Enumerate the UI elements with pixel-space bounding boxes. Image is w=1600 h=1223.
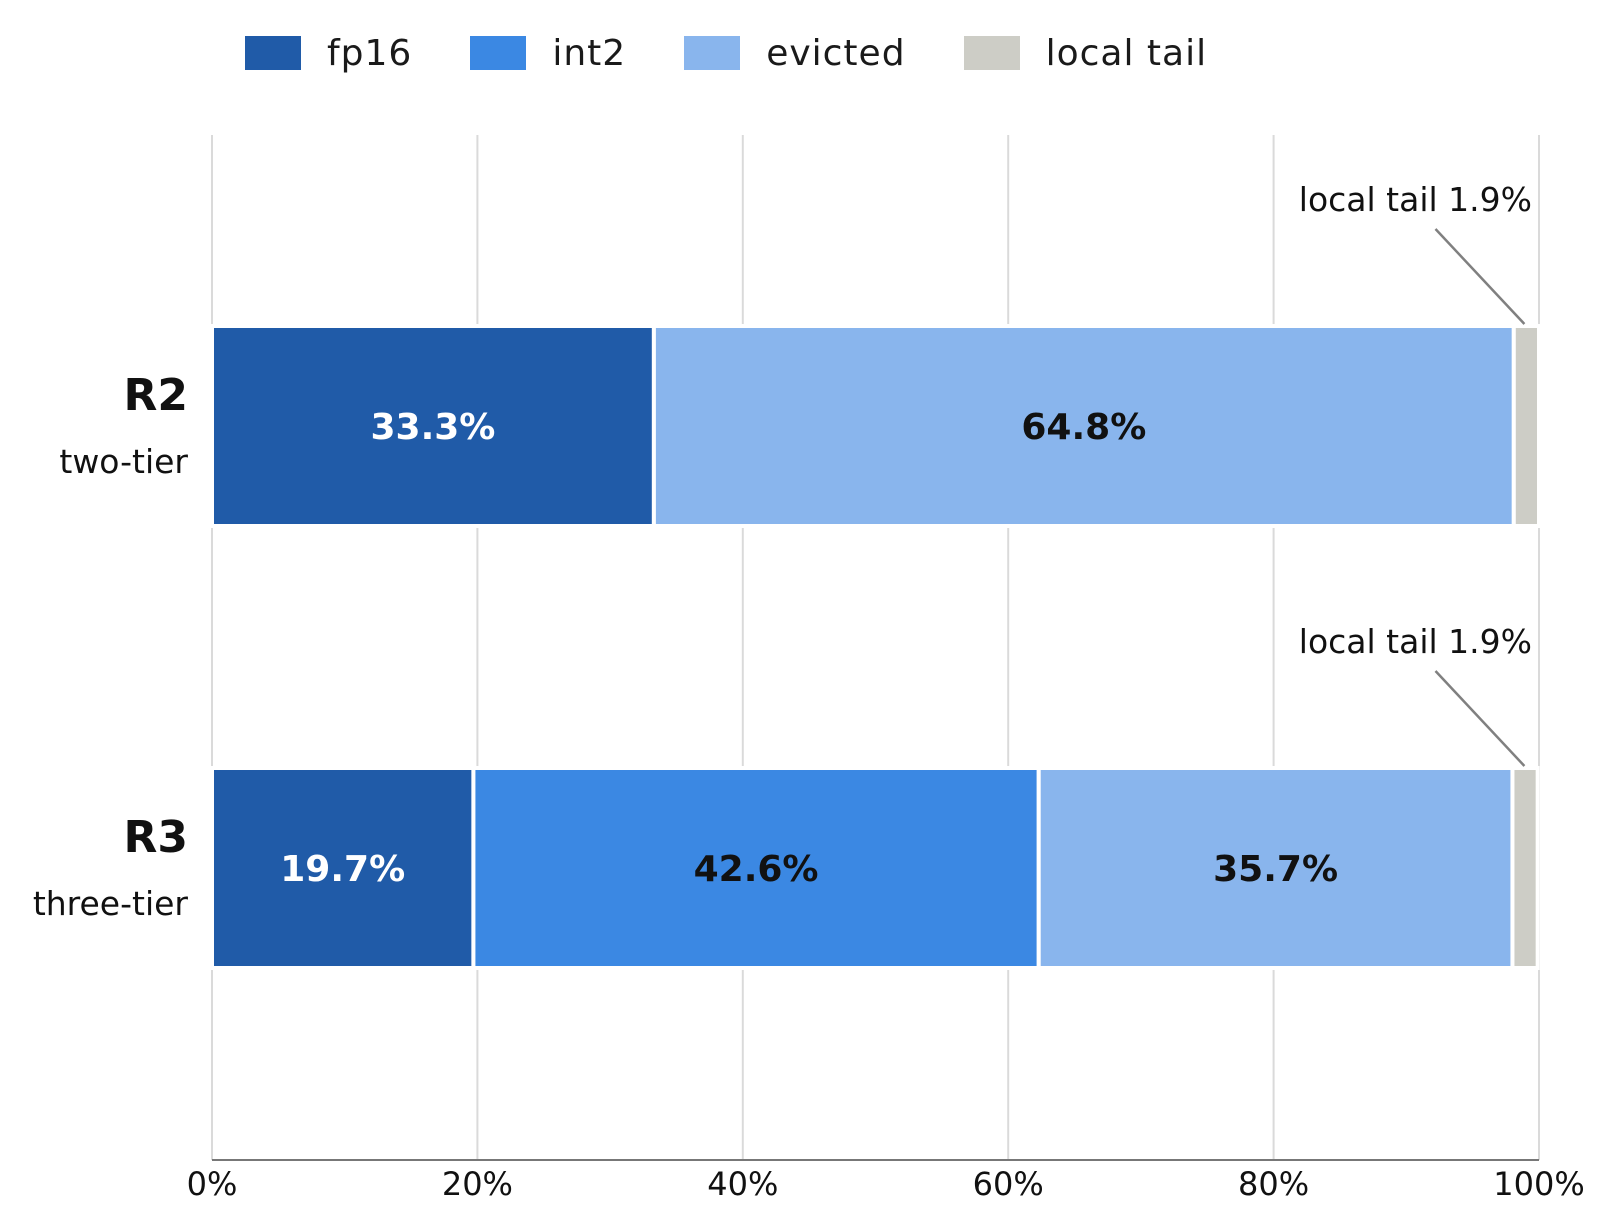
bar-value-label: 33.3% [370,407,495,448]
legend-label: fp16 [327,32,413,74]
bar-segment [651,324,1516,528]
legend-item: local tail [963,32,1208,74]
bar-segment [210,324,656,528]
legend-item: int2 [470,33,626,74]
x-tick-label: 40% [707,1165,778,1203]
bar-segment [471,766,1041,970]
bar-value-label: 42.6% [694,849,819,890]
legend-swatch [245,36,301,70]
bar-segment [1036,766,1515,970]
row-label: R3 three-tier [32,812,189,924]
bar-value-label: 35.7% [1213,849,1338,890]
row-subtitle: three-tier [32,884,188,923]
bar-segment [1510,766,1540,970]
legend-swatch [470,36,527,70]
row-subtitle: two-tier [59,442,188,481]
legend-swatch [963,36,1020,70]
bar-segment [210,766,476,970]
annotation-label: local tail 1.9% [1299,180,1532,219]
annotation-leader-line [1434,228,1526,325]
x-tick-label: 100% [1493,1165,1584,1203]
legend-label: int2 [552,32,627,74]
row-title: R3 [123,812,189,863]
chart-legend: fp16 int2 evicted local tail [245,28,1265,78]
x-tick-label: 0% [187,1165,238,1203]
row-label: R2 two-tier [59,370,189,482]
row-title: R2 [123,370,189,421]
x-tick-label: 60% [973,1165,1044,1203]
legend-swatch [684,36,741,70]
annotation-leader-line [1434,670,1526,767]
legend-item: evicted [684,33,905,74]
x-tick-label: 20% [442,1165,513,1203]
bar-value-label: 64.8% [1021,407,1146,448]
legend-item: fp16 [245,33,412,74]
annotation-label: local tail 1.9% [1299,622,1532,661]
bar-segment [1511,324,1541,528]
legend-label: evicted [766,32,906,74]
bar-value-label: 19.7% [280,849,405,890]
x-tick-label: 80% [1238,1165,1309,1203]
legend-label: local tail [1045,32,1208,74]
